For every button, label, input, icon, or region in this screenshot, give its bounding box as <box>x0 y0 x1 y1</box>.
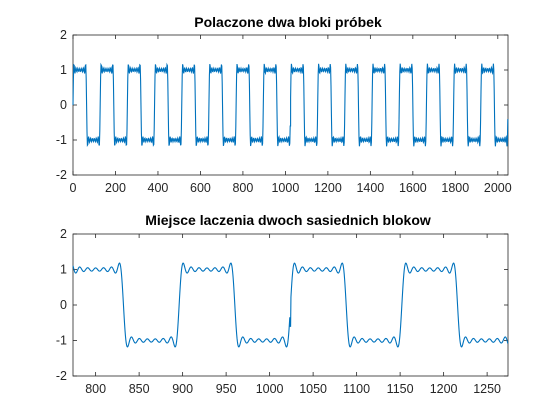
bottom-plot-x-tick-label: 900 <box>172 382 193 396</box>
top-plot-x-tick-label: 200 <box>105 181 126 195</box>
bottom-plot-y-tick-label: 0 <box>60 298 67 312</box>
top-plot-y-tick-label: 2 <box>60 28 67 42</box>
top-plot-y-tick-label: 0 <box>60 98 67 112</box>
bottom-plot-x-tick-label: 1100 <box>343 382 370 396</box>
top-plot-x-tick-label: 1400 <box>356 181 384 195</box>
top-plot-x-tick-label: 1200 <box>314 181 342 195</box>
top-plot-signal-line <box>72 62 509 147</box>
top-plot-x-tick-label: 0 <box>70 181 77 195</box>
top-plot: Polaczone dwa bloki próbek 0 200 400 600 800… <box>56 14 512 195</box>
bottom-plot-y-tick-label: 1 <box>60 263 67 277</box>
top-plot-x-tick-label: 800 <box>232 181 253 195</box>
top-plot-x-tick-label: 1000 <box>271 181 299 195</box>
top-plot-x-tick-label: 600 <box>190 181 211 195</box>
bottom-plot-y-tick-label: -2 <box>56 369 67 383</box>
bottom-plot-tick-labels: 800 850 900 950 1000 1050 1100 1150 1200 1250 -2 -1… <box>56 227 501 396</box>
top-plot-ticks <box>72 34 508 176</box>
bottom-plot-y-tick-label: -1 <box>56 334 67 348</box>
top-plot-x-tick-label: 1600 <box>399 181 427 195</box>
top-plot-x-tick-label: 2000 <box>484 181 512 195</box>
bottom-plot-x-tick-label: 1200 <box>430 382 458 396</box>
top-plot-tick-labels: 0 200 400 600 800 1000 1200 1400 1600 1800 2000 -2 -… <box>56 28 512 195</box>
top-plot-title: Polaczone dwa bloki próbek <box>194 14 382 30</box>
bottom-plot-x-tick-label: 950 <box>216 382 237 396</box>
bottom-plot-x-tick-label: 850 <box>129 382 150 396</box>
bottom-plot-x-tick-label: 1250 <box>473 382 501 396</box>
bottom-plot-signal-line <box>72 262 509 348</box>
top-plot-y-tick-label: -1 <box>56 133 67 147</box>
bottom-plot-x-tick-label: 1050 <box>299 382 327 396</box>
bottom-plot-x-tick-label: 1000 <box>256 382 284 396</box>
top-plot-x-tick-label: 400 <box>148 181 169 195</box>
bottom-plot-y-tick-label: 2 <box>60 227 67 241</box>
top-plot-x-tick-label: 1800 <box>441 181 469 195</box>
bottom-plot: Miejsce laczenia dwoch sasiednich blokow… <box>56 212 509 396</box>
bottom-plot-x-tick-label: 800 <box>85 382 106 396</box>
bottom-plot-x-tick-label: 1150 <box>387 382 414 396</box>
top-plot-y-tick-label: 1 <box>60 63 67 77</box>
top-plot-y-tick-label: -2 <box>56 168 67 182</box>
bottom-plot-title: Miejsce laczenia dwoch sasiednich blokow <box>145 212 431 228</box>
bottom-plot-ticks <box>73 233 508 377</box>
